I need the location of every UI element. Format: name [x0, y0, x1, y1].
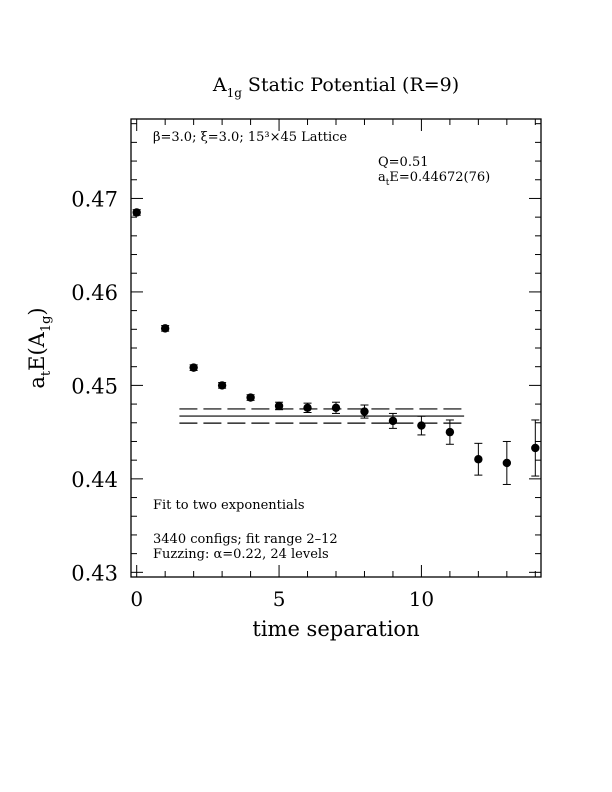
y-axis-label-subscript: 1g	[39, 316, 54, 333]
data-point	[274, 401, 284, 411]
y-tick-label: 0.45	[71, 374, 118, 398]
annotation-lattice: β=3.0; ξ=3.0; 15³×45 Lattice	[153, 130, 347, 145]
annotation-fuzzing: Fuzzing: α=0.22, 24 levels	[153, 547, 329, 562]
chart-title: A1g Static Potential (R=9)	[212, 74, 459, 100]
chart-title-main: A	[212, 74, 227, 96]
y-axis-label: atE(A1g)	[25, 307, 54, 388]
annotation-energy-value: E=0.44672(76)	[389, 170, 490, 185]
y-tick-label: 0.43	[71, 561, 118, 585]
data-point	[132, 208, 141, 217]
annotation-energy-t: t	[386, 178, 390, 188]
data-points	[132, 208, 540, 485]
data-point	[246, 393, 255, 402]
y-axis-label-close: )	[25, 307, 49, 315]
y-axis-label-e: E(A	[25, 331, 49, 371]
data-point	[531, 443, 540, 453]
annotation-energy-a: a	[378, 170, 386, 185]
data-point	[189, 363, 198, 372]
chart-title-rest: Static Potential (R=9)	[242, 74, 459, 96]
x-tick-label: 0	[130, 587, 143, 611]
axis-ticks	[131, 119, 541, 577]
data-point	[331, 403, 341, 413]
axis-tick-labels: 0 5 10 0.43 0.44 0.45 0.46 0.47	[71, 187, 434, 611]
y-tick-label: 0.44	[71, 468, 118, 492]
annotation-configs: 3440 configs; fit range 2–12	[153, 532, 338, 547]
y-axis-label-t: t	[39, 370, 54, 376]
x-tick-label: 5	[273, 587, 286, 611]
x-axis-label: time separation	[252, 617, 419, 641]
annotation-fit: Fit to two exponentials	[153, 498, 305, 513]
annotation-energy: atE=0.44672(76)	[378, 170, 490, 188]
y-axis-label-a: a	[25, 376, 49, 389]
data-point	[360, 407, 369, 416]
data-point	[303, 403, 312, 413]
y-tick-label: 0.47	[71, 187, 118, 211]
data-point	[474, 455, 483, 464]
fit-band	[179, 408, 465, 424]
data-point	[217, 381, 227, 390]
data-point	[388, 416, 398, 426]
data-point	[502, 458, 512, 468]
annotation-q: Q=0.51	[378, 155, 429, 170]
y-tick-label: 0.46	[71, 281, 118, 305]
x-tick-label: 10	[409, 587, 434, 611]
data-point	[417, 421, 426, 430]
data-point	[160, 324, 170, 333]
data-point	[445, 427, 455, 437]
chart-title-subscript: 1g	[227, 86, 243, 100]
